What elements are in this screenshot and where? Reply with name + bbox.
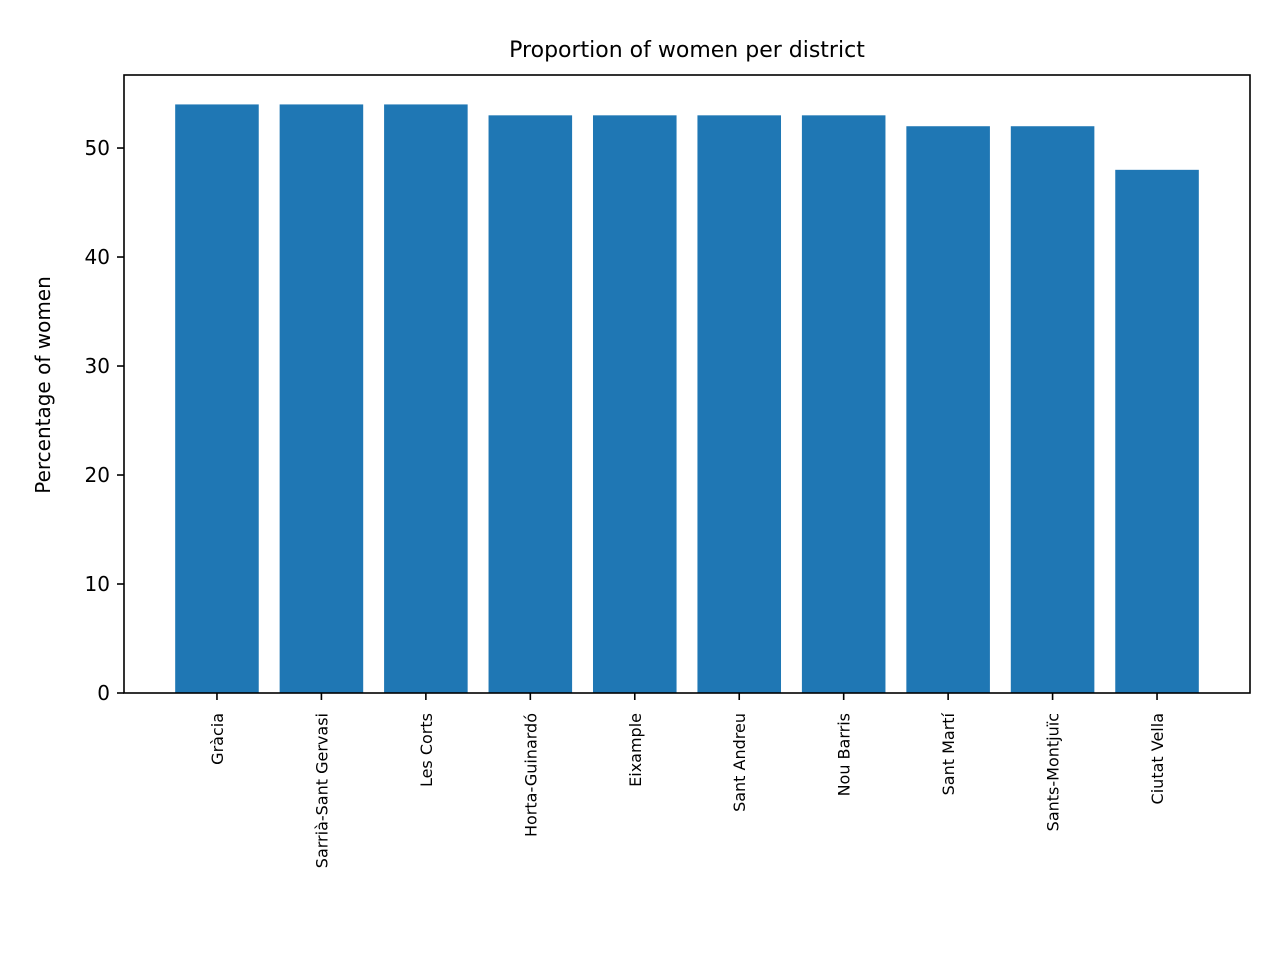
bars-group (175, 104, 1199, 694)
x-tick-label: Gràcia (208, 713, 227, 765)
y-tick-label: 10 (85, 572, 110, 596)
y-axis: 0 10 20 30 40 50 (85, 136, 124, 705)
x-tick-label: Eixample (626, 713, 645, 787)
bar (175, 104, 259, 693)
x-tick-label: Sant Andreu (730, 713, 749, 812)
bar (488, 115, 573, 693)
bar (384, 104, 468, 693)
x-tick-label: Nou Barris (835, 713, 854, 796)
bar (697, 115, 782, 693)
y-tick-label: 30 (85, 354, 110, 378)
y-axis-label: Percentage of women (31, 276, 55, 494)
bar (1115, 169, 1199, 694)
bar (906, 126, 990, 693)
bar (1010, 126, 1095, 693)
y-tick-label: 0 (97, 681, 110, 705)
bar (801, 115, 886, 693)
y-tick-label: 20 (85, 463, 110, 487)
x-tick-label: Les Corts (417, 713, 436, 787)
x-tick-label: Horta-Guinardó (521, 713, 540, 837)
bar (279, 104, 364, 693)
chart-title: Proportion of women per district (509, 38, 865, 63)
bar (592, 115, 677, 693)
y-tick-label: 50 (85, 136, 110, 160)
x-tick-label: Sant Martí (939, 712, 958, 795)
x-axis: Gràcia Sarrià-Sant Gervasi Les Corts Horta-… (208, 693, 1167, 868)
x-tick-label: Sarrià-Sant Gervasi (312, 713, 331, 868)
y-tick-label: 40 (85, 245, 110, 269)
x-tick-label: Sants-Montjuïc (1044, 713, 1063, 831)
x-tick-label: Ciutat Vella (1148, 713, 1167, 804)
plot-frame (123, 74, 1251, 694)
